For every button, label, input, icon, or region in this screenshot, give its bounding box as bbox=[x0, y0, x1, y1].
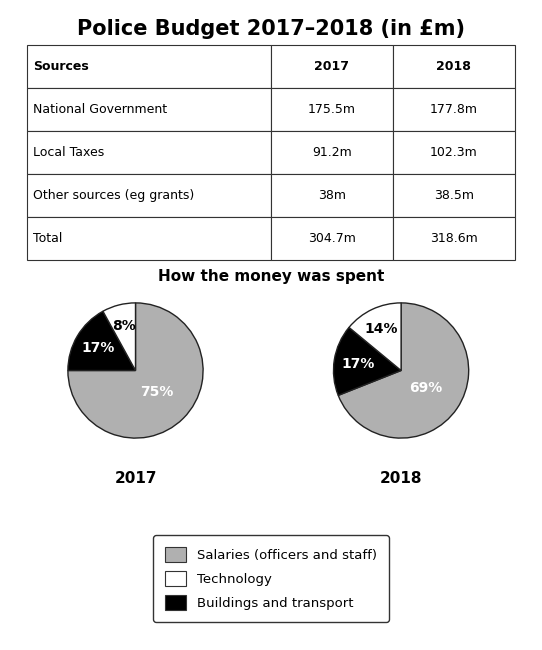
Bar bbox=[393, 88, 515, 131]
Text: How the money was spent: How the money was spent bbox=[158, 268, 384, 284]
Text: 14%: 14% bbox=[365, 322, 398, 336]
Text: 2018: 2018 bbox=[436, 60, 472, 73]
Bar bbox=[393, 174, 515, 217]
Text: 17%: 17% bbox=[341, 357, 375, 370]
Text: 318.6m: 318.6m bbox=[430, 232, 478, 245]
Text: 17%: 17% bbox=[81, 341, 114, 355]
Bar bbox=[271, 217, 393, 260]
Text: Police Budget 2017–2018 (in £m): Police Budget 2017–2018 (in £m) bbox=[77, 20, 465, 39]
Bar bbox=[27, 217, 271, 260]
Text: 2018: 2018 bbox=[380, 471, 422, 486]
Text: Other sources (eg grants): Other sources (eg grants) bbox=[33, 189, 194, 202]
Text: National Government: National Government bbox=[33, 103, 167, 116]
Text: 38m: 38m bbox=[318, 189, 346, 202]
Bar bbox=[393, 217, 515, 260]
Bar bbox=[27, 46, 271, 88]
Wedge shape bbox=[333, 328, 401, 395]
Text: Total: Total bbox=[33, 232, 62, 245]
Bar bbox=[393, 46, 515, 88]
Wedge shape bbox=[68, 311, 136, 370]
Text: 102.3m: 102.3m bbox=[430, 146, 478, 159]
Wedge shape bbox=[338, 303, 469, 438]
Bar bbox=[27, 174, 271, 217]
Text: 91.2m: 91.2m bbox=[312, 146, 352, 159]
Wedge shape bbox=[103, 303, 136, 370]
Text: 177.8m: 177.8m bbox=[430, 103, 478, 116]
Text: 304.7m: 304.7m bbox=[308, 232, 356, 245]
Text: 175.5m: 175.5m bbox=[308, 103, 356, 116]
Text: Sources: Sources bbox=[33, 60, 89, 73]
Bar bbox=[393, 131, 515, 174]
Text: Local Taxes: Local Taxes bbox=[33, 146, 104, 159]
Text: 2017: 2017 bbox=[314, 60, 350, 73]
Text: 2017: 2017 bbox=[114, 471, 157, 486]
Wedge shape bbox=[349, 303, 401, 370]
Text: 38.5m: 38.5m bbox=[434, 189, 474, 202]
Bar bbox=[271, 131, 393, 174]
Text: 75%: 75% bbox=[140, 385, 173, 399]
Bar bbox=[271, 88, 393, 131]
Wedge shape bbox=[68, 303, 203, 438]
Bar bbox=[271, 174, 393, 217]
Bar bbox=[27, 131, 271, 174]
Bar bbox=[271, 46, 393, 88]
Legend: Salaries (officers and staff), Technology, Buildings and transport: Salaries (officers and staff), Technolog… bbox=[153, 535, 389, 622]
Text: 69%: 69% bbox=[410, 381, 443, 395]
Bar bbox=[27, 88, 271, 131]
Text: 8%: 8% bbox=[112, 319, 136, 333]
